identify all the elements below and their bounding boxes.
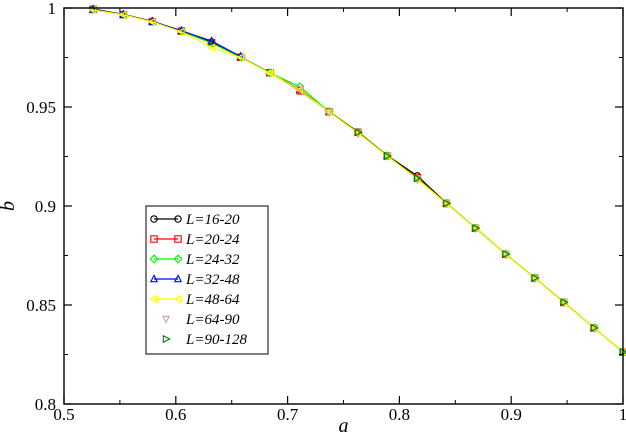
legend-marker	[173, 254, 183, 264]
legend-entry: L=90-128	[162, 332, 247, 348]
legend-box	[145, 205, 269, 355]
x-tick-label: 1	[619, 405, 626, 424]
data-point-L=48-64-6	[264, 68, 273, 78]
data-point-L=48-64-2	[147, 17, 156, 26]
series-line-L=48-64	[92, 9, 624, 353]
legend-marker	[150, 235, 158, 243]
data-point-L=90-128-4	[472, 224, 481, 233]
x-tick-label: 0.5	[53, 405, 74, 424]
data-point-L=32-48-4	[207, 36, 216, 45]
data-point-L=64-90-0	[295, 85, 304, 95]
series-layer	[88, 4, 626, 358]
legend-entry: L=24-32	[149, 252, 240, 268]
legend-entry: L=20-24	[150, 232, 240, 248]
data-point-L=90-128-8	[590, 323, 599, 333]
legend-label: L=32-48	[185, 272, 240, 288]
legend-entry: L=48-64	[149, 292, 240, 308]
data-point-L=90-128-2	[414, 174, 423, 183]
data-point-L=90-128-3	[443, 199, 452, 208]
legend-entry: L=16-20	[150, 212, 240, 228]
data-point-L=90-128-0	[354, 128, 363, 137]
data-point-L=64-90-1	[324, 108, 334, 118]
y-axis-label: b	[0, 201, 19, 211]
data-point-L=48-64-5	[235, 53, 244, 62]
legend-marker	[162, 334, 171, 344]
x-axis-label: a	[339, 415, 349, 436]
ticks-layer: 0.5 0.6 0.7 0.8 0.9 1 0.8 0.85 0.9 0.95 1	[26, 0, 626, 424]
legend-label: L=24-32	[185, 252, 240, 268]
legend-label: L=48-64	[185, 292, 240, 308]
y-tick-label: 0.95	[26, 98, 56, 117]
y-tick-label: 1	[48, 0, 57, 18]
data-point-L=48-64-3	[176, 27, 185, 36]
legend-entry: L=32-48	[149, 272, 240, 288]
legend-entry: L=64-90	[161, 312, 240, 328]
legend-label: L=16-20	[185, 212, 240, 228]
data-point-L=48-64-8	[324, 107, 333, 117]
legend-marker	[149, 294, 158, 304]
data-point-L=48-64-4	[206, 43, 215, 52]
y-tick-label: 0.8	[35, 395, 56, 414]
x-tick-label: 0.9	[501, 405, 522, 424]
y-tick-label: 0.85	[26, 296, 56, 315]
legend-label: L=90-128	[185, 332, 247, 348]
legend-marker	[173, 274, 183, 283]
legend-marker	[149, 274, 159, 283]
legend-marker	[174, 215, 182, 223]
x-tick-label: 0.7	[277, 405, 299, 424]
x-tick-label: 0.8	[389, 405, 410, 424]
legend-label: L=64-90	[185, 312, 240, 328]
legend-marker	[174, 235, 182, 243]
x-tick-label: 0.6	[165, 405, 186, 424]
data-point-L=90-128-5	[502, 250, 511, 259]
data-point-L=90-128-1	[383, 152, 393, 161]
legend-marker	[150, 215, 158, 223]
legend: L=16-20 L=20-24 L=24-32 L=32-48 L=48-64 L=64-…	[145, 205, 269, 355]
legend-marker	[173, 294, 182, 304]
data-point-L=90-128-6	[531, 273, 540, 283]
legend-marker	[161, 315, 171, 324]
legend-marker	[149, 254, 159, 264]
legend-label: L=20-24	[185, 232, 240, 248]
data-point-L=48-64-1	[118, 10, 127, 19]
y-tick-label: 0.9	[35, 197, 56, 216]
series-L=90-128	[354, 128, 626, 357]
data-point-L=90-128-7	[560, 298, 569, 307]
